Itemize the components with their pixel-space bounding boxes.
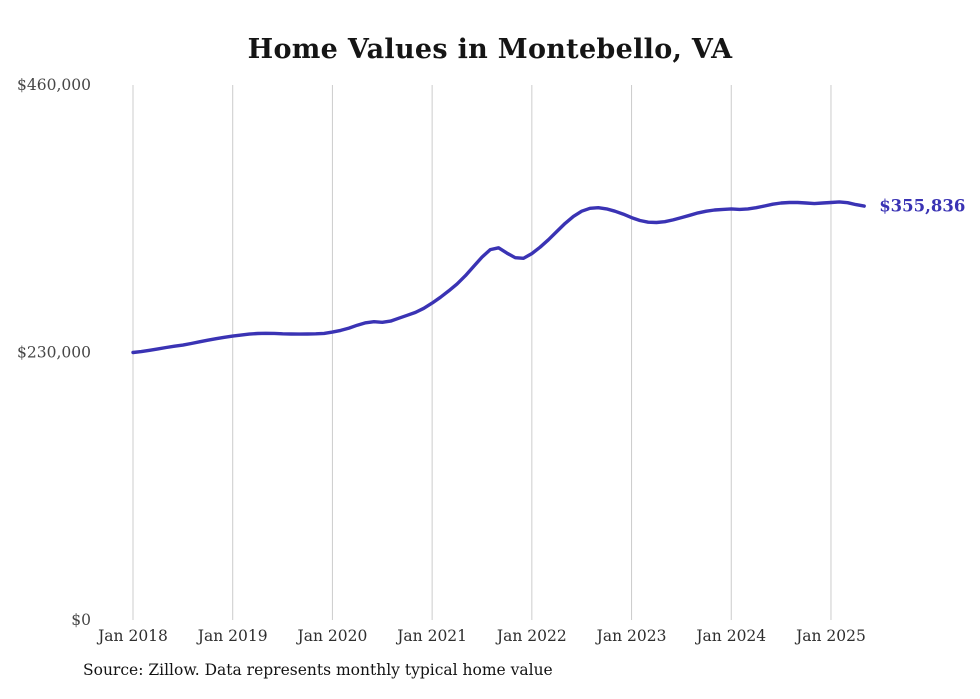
x-tick-label: Jan 2019	[196, 627, 268, 645]
y-tick-label: $230,000	[17, 344, 91, 362]
x-tick-label: Jan 2018	[96, 627, 168, 645]
y-tick-label: $0	[71, 611, 91, 629]
final-value-label: $355,836	[879, 197, 965, 216]
x-tick-label: Jan 2023	[595, 627, 667, 645]
y-tick-label: $460,000	[17, 76, 91, 94]
x-tick-label: Jan 2020	[296, 627, 368, 645]
x-tick-label: Jan 2021	[395, 627, 467, 645]
source-note: Source: Zillow. Data represents monthly …	[83, 661, 553, 679]
x-tick-label: Jan 2022	[495, 627, 567, 645]
chart-title: Home Values in Montebello, VA	[247, 34, 733, 65]
home-value-line	[131, 200, 866, 355]
x-tick-label: Jan 2024	[694, 627, 766, 645]
x-tick-label: Jan 2025	[794, 627, 866, 645]
